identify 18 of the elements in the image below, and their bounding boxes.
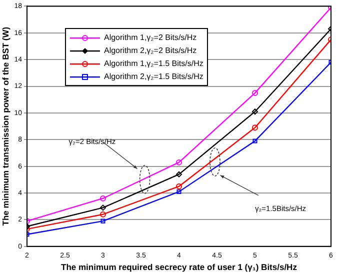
point <box>252 108 258 115</box>
point <box>176 159 182 166</box>
legend-label: Algorithm 1,γ₂=2 Bits/s/Hz <box>104 33 197 42</box>
point <box>252 138 258 144</box>
point <box>100 211 106 218</box>
point <box>252 124 258 131</box>
point <box>176 183 182 190</box>
x-axis-title: The minimum required secrecy rate of user 1 (γ₁) Bits/s/Hz <box>61 262 297 272</box>
point <box>176 189 182 194</box>
legend-label: Algorithm 2,γ₂=1.5 Bits/s/Hz <box>104 72 204 82</box>
y-axis-title: The minimum transmission power of the BST (W) <box>0 26 10 226</box>
point <box>252 90 258 96</box>
point <box>176 171 182 178</box>
legend-label: Algorithm 1,γ₂=1.5 Bits/s/Hz <box>104 59 204 68</box>
point <box>100 204 106 211</box>
legend-label: Algorithm 2,γ₂=2 Bits/s/Hz <box>104 46 197 56</box>
point <box>100 195 106 202</box>
point <box>100 218 106 224</box>
